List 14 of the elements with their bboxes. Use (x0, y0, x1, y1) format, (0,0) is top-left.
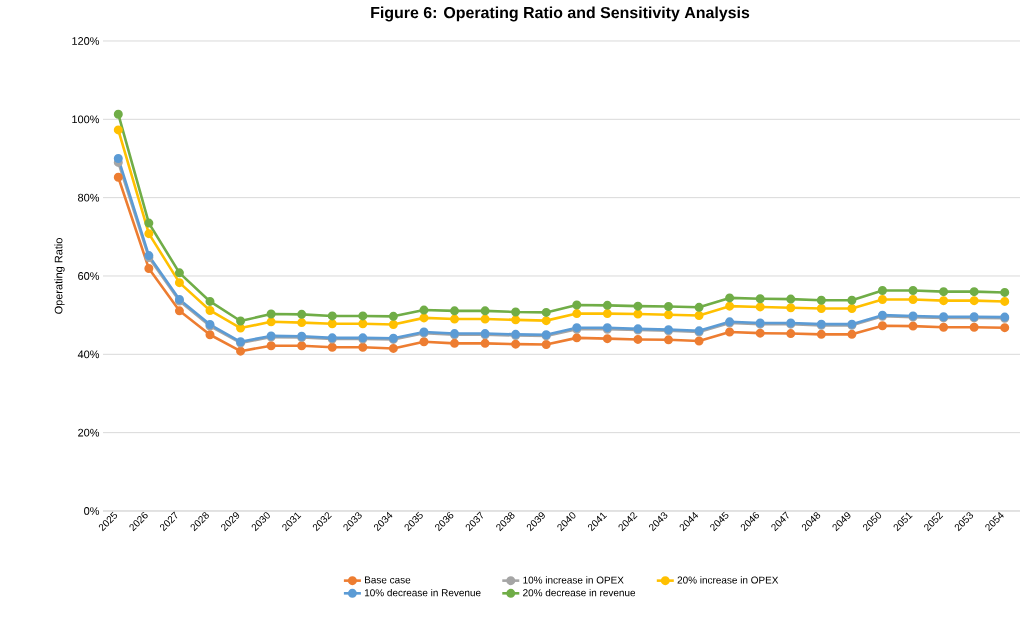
legend-label: 10% decrease in Revenue (364, 588, 481, 597)
y-tick-label: 60% (78, 272, 100, 280)
chart-title: Figure 6: Operating Ratio and Sensitivity Analysis (371, 6, 750, 22)
legend-label: 10% increase in OPEX (523, 576, 624, 584)
legend-label: Base case (365, 576, 411, 584)
y-tick-label: 100% (72, 115, 100, 124)
y-tick-label: 40% (77, 350, 100, 359)
legend-label: 20% increase in OPEX (677, 576, 779, 584)
y-tick-label: 120% (72, 37, 100, 45)
y-tick-label: 80% (78, 193, 100, 202)
legend-label: 20% decrease in revenue (523, 588, 636, 597)
y-tick-label: 0% (84, 507, 100, 515)
y-axis-title: Operating Ratio (54, 238, 65, 314)
y-tick-label: 20% (78, 428, 100, 437)
